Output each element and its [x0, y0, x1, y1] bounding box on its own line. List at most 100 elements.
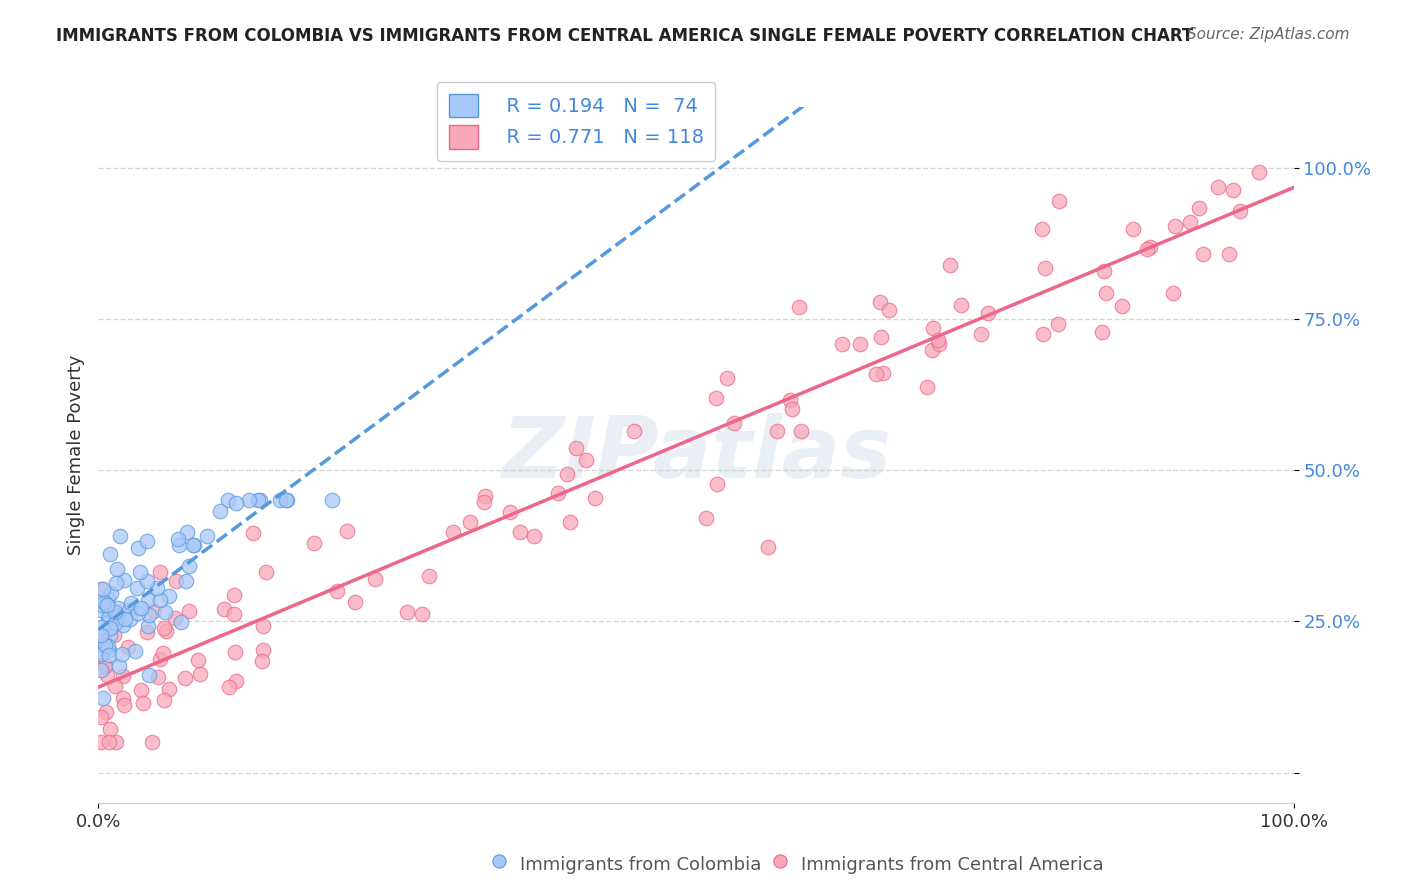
Point: [1091, 325, 1114, 339]
Point: [869, 329, 891, 343]
Point: [129, 565, 152, 579]
Point: [252, 643, 274, 657]
Point: [499, 505, 522, 519]
Point: [103, 628, 125, 642]
Point: [129, 683, 152, 698]
Point: [458, 515, 481, 529]
Point: [112, 690, 135, 705]
Point: [872, 366, 894, 380]
Point: [1247, 165, 1270, 179]
Point: [118, 603, 141, 617]
Point: [927, 333, 949, 347]
Point: [98, 643, 121, 657]
Point: [848, 336, 870, 351]
Point: [136, 619, 159, 633]
Point: [1188, 201, 1211, 215]
Point: [90, 582, 112, 596]
Point: [90, 663, 112, 677]
Point: [928, 337, 950, 351]
Point: [238, 493, 260, 508]
Point: [111, 648, 134, 662]
Point: [135, 534, 157, 549]
Point: [100, 586, 122, 600]
Point: [94, 659, 117, 673]
Point: [247, 493, 270, 508]
Point: [921, 320, 943, 334]
Point: [790, 424, 813, 438]
Point: [98, 648, 121, 662]
Point: [766, 424, 789, 438]
Point: [94, 706, 117, 720]
Point: [252, 654, 274, 668]
Point: [132, 696, 155, 710]
Point: [114, 612, 136, 626]
Point: [195, 529, 218, 543]
Point: [188, 666, 211, 681]
Point: [127, 581, 149, 595]
Point: [335, 524, 357, 538]
Point: [769, 854, 792, 868]
Point: [704, 391, 727, 405]
Point: [98, 609, 121, 624]
Point: [789, 300, 811, 314]
Point: [208, 504, 231, 518]
Point: [225, 496, 247, 510]
Point: [869, 295, 891, 310]
Point: [179, 559, 201, 574]
Text: Immigrants from Colombia: Immigrants from Colombia: [520, 856, 762, 874]
Point: [1218, 246, 1240, 260]
Point: [187, 653, 209, 667]
Point: [90, 620, 112, 634]
Point: [143, 604, 166, 618]
Point: [146, 581, 169, 595]
Point: [138, 608, 160, 623]
Point: [118, 612, 141, 626]
Point: [695, 511, 717, 525]
Point: [411, 607, 433, 622]
Point: [706, 476, 728, 491]
Point: [90, 645, 112, 659]
Y-axis label: Single Female Poverty: Single Female Poverty: [66, 355, 84, 555]
Point: [254, 565, 277, 579]
Point: [321, 493, 343, 508]
Point: [1192, 247, 1215, 261]
Point: [915, 380, 938, 394]
Point: [224, 607, 246, 622]
Point: [155, 624, 177, 638]
Point: [117, 640, 139, 654]
Point: [555, 467, 578, 481]
Point: [583, 491, 606, 505]
Point: [98, 722, 121, 736]
Point: [93, 691, 115, 706]
Point: [91, 599, 114, 613]
Point: [474, 489, 496, 503]
Point: [344, 595, 367, 609]
Point: [149, 652, 172, 666]
Point: [474, 495, 496, 509]
Point: [1111, 299, 1133, 313]
Point: [96, 591, 118, 605]
Point: [93, 594, 115, 608]
Point: [112, 698, 135, 712]
Point: [90, 603, 112, 617]
Text: Immigrants from Central America: Immigrants from Central America: [801, 856, 1104, 874]
Point: [1164, 219, 1187, 233]
Point: [127, 607, 149, 621]
Point: [93, 635, 115, 649]
Point: [104, 605, 127, 619]
Point: [90, 628, 112, 642]
Point: [157, 589, 180, 603]
Point: [269, 493, 291, 508]
Point: [756, 540, 779, 554]
Point: [217, 493, 239, 508]
Point: [181, 537, 204, 551]
Point: [111, 617, 134, 632]
Point: [148, 670, 170, 684]
Point: [96, 668, 118, 682]
Point: [112, 573, 135, 587]
Point: [831, 337, 853, 351]
Point: [141, 735, 163, 749]
Point: [276, 493, 298, 508]
Point: [396, 606, 419, 620]
Legend:   R = 0.194   N =  74,   R = 0.771   N = 118: R = 0.194 N = 74, R = 0.771 N = 118: [437, 82, 716, 161]
